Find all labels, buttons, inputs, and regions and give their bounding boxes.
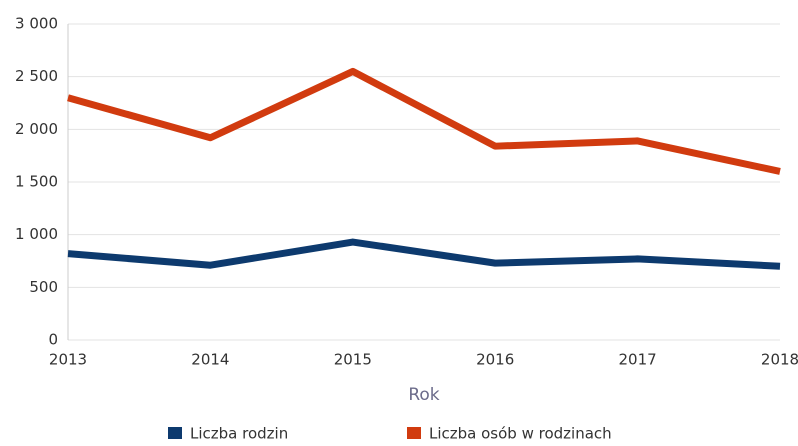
x-tick-label: 2016: [476, 351, 514, 369]
y-tick-label: 1 000: [15, 225, 58, 243]
y-tick-label: 3 000: [15, 15, 58, 33]
x-tick-label: 2018: [761, 351, 798, 369]
x-tick-label: 2013: [49, 351, 87, 369]
series-line: [67, 67, 781, 175]
legend-label: Liczba osób w rodzinach: [429, 425, 612, 443]
legend-swatch: [168, 427, 182, 439]
y-tick-label: 2 000: [15, 120, 58, 138]
legend-swatch: [407, 427, 421, 439]
y-tick-label: 1 500: [15, 173, 58, 191]
y-tick-label: 2 500: [15, 67, 58, 85]
y-tick-label: 500: [29, 278, 58, 296]
x-tick-label: 2017: [619, 351, 657, 369]
x-tick-label: 2014: [191, 351, 229, 369]
y-tick-label: 0: [48, 331, 58, 349]
series-line: [67, 238, 781, 270]
legend-label: Liczba rodzin: [190, 425, 288, 443]
x-axis-label: Rok: [408, 385, 439, 405]
x-tick-label: 2015: [334, 351, 372, 369]
